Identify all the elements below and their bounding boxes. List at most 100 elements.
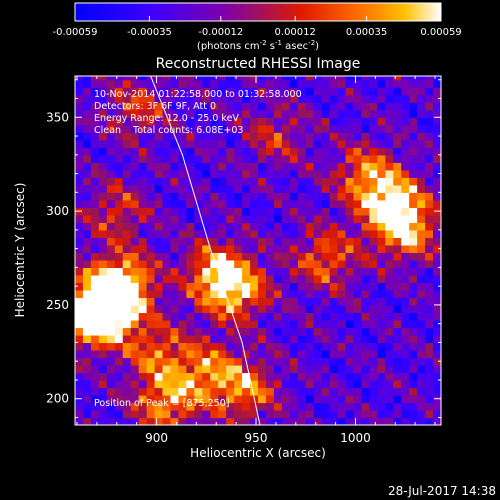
heatmap-cell (75, 357, 84, 366)
heatmap-cell (122, 76, 132, 81)
heatmap-cell (162, 402, 172, 411)
heatmap-cell (289, 117, 299, 126)
heatmap-cell (281, 147, 291, 156)
heatmap-cell (425, 394, 434, 404)
heatmap-cell (122, 184, 132, 193)
heatmap-cell (377, 312, 386, 321)
heatmap-cell (289, 109, 299, 118)
heatmap-cell (130, 417, 140, 425)
heatmap-cell (433, 102, 441, 111)
heatmap-cell (329, 222, 339, 231)
heatmap-cell (369, 417, 378, 425)
heatmap-cell (281, 297, 291, 306)
heatmap-cell (393, 289, 402, 299)
heatmap-cell (265, 394, 275, 404)
heatmap-cell (82, 199, 92, 208)
heatmap-cell (250, 109, 259, 118)
heatmap-cell (194, 327, 203, 336)
heatmap-cell (289, 76, 299, 81)
heatmap-cell (122, 147, 132, 156)
heatmap-cell (258, 139, 267, 148)
heatmap-cell (130, 372, 140, 381)
heatmap-cell (242, 394, 251, 404)
heatmap-cell (265, 87, 275, 96)
heatmap-cell (361, 124, 370, 133)
heatmap-cell (425, 102, 434, 111)
heatmap-cell (385, 132, 394, 141)
heatmap-cell (130, 349, 140, 359)
heatmap-cell (170, 184, 180, 193)
heatmap-cell (433, 252, 441, 261)
heatmap-cell (226, 394, 235, 404)
heatmap-cell (281, 274, 291, 283)
heatmap-cell (337, 139, 347, 148)
heatmap-cell (409, 76, 418, 81)
heatmap-cell (234, 124, 243, 133)
heatmap-cell (138, 147, 148, 156)
heatmap-cell (138, 252, 148, 261)
heatmap-cell (154, 274, 164, 283)
heatmap-cell (258, 87, 267, 96)
heatmap-cell (377, 304, 386, 314)
heatmap-cell (361, 372, 370, 381)
heatmap-cell (297, 304, 307, 314)
heatmap-cell (297, 177, 307, 186)
heatmap-cell (98, 132, 108, 141)
heatmap-cell (289, 229, 299, 238)
heatmap-cell (265, 237, 275, 246)
heatmap-cell (98, 76, 108, 81)
heatmap-cell (385, 357, 394, 366)
heatmap-cell (154, 117, 164, 126)
heatmap-cell (393, 87, 402, 96)
heatmap-cell (75, 87, 84, 96)
heatmap-cell (297, 199, 307, 208)
heatmap-cell (82, 409, 92, 419)
heatmap-cell (337, 76, 347, 81)
heatmap-cell (146, 342, 156, 351)
heatmap-cell (250, 267, 259, 276)
heatmap-cell (409, 132, 418, 141)
heatmap-cell (337, 349, 347, 359)
heatmap-cell (417, 94, 426, 103)
heatmap-cell (114, 199, 124, 208)
heatmap-cell (130, 162, 140, 171)
heatmap-cell (369, 76, 378, 81)
heatmap-cell (313, 364, 323, 374)
heatmap-cell (138, 169, 148, 178)
heatmap-cell (106, 252, 116, 261)
heatmap-cell (75, 184, 84, 193)
heatmap-cell (265, 402, 275, 411)
heatmap-cell (353, 409, 363, 419)
heatmap-cell (345, 357, 355, 366)
heatmap-cell (258, 76, 267, 81)
heatmap-cell (250, 417, 259, 425)
heatmap-cell (226, 409, 235, 419)
heatmap-cell (385, 199, 394, 208)
heatmap-cell (186, 229, 195, 238)
heatmap-cell (329, 387, 339, 396)
heatmap-cell (425, 289, 434, 299)
heatmap-cell (305, 109, 315, 118)
heatmap-cell (98, 297, 108, 306)
heatmap-cell (273, 319, 283, 329)
heatmap-cell (353, 192, 363, 201)
heatmap-cell (170, 147, 180, 156)
heatmap-cell (210, 319, 219, 329)
heatmap-cell (154, 214, 164, 223)
heatmap-cell (345, 192, 355, 201)
heatmap-cell (305, 282, 315, 291)
heatmap-cell (305, 229, 315, 238)
heatmap-cell (162, 312, 172, 321)
heatmap-cell (345, 214, 355, 223)
heatmap-cell (297, 417, 307, 425)
heatmap-cell (82, 379, 92, 389)
heatmap-cell (186, 267, 195, 276)
heatmap-cell (242, 79, 251, 88)
heatmap-cell (250, 76, 259, 81)
heatmap-cell (154, 364, 164, 374)
heatmap-cell (329, 199, 339, 208)
heatmap-cell (273, 267, 283, 276)
heatmap-cell (146, 372, 156, 381)
heatmap-cell (75, 312, 84, 321)
heatmap-cell (122, 267, 132, 276)
